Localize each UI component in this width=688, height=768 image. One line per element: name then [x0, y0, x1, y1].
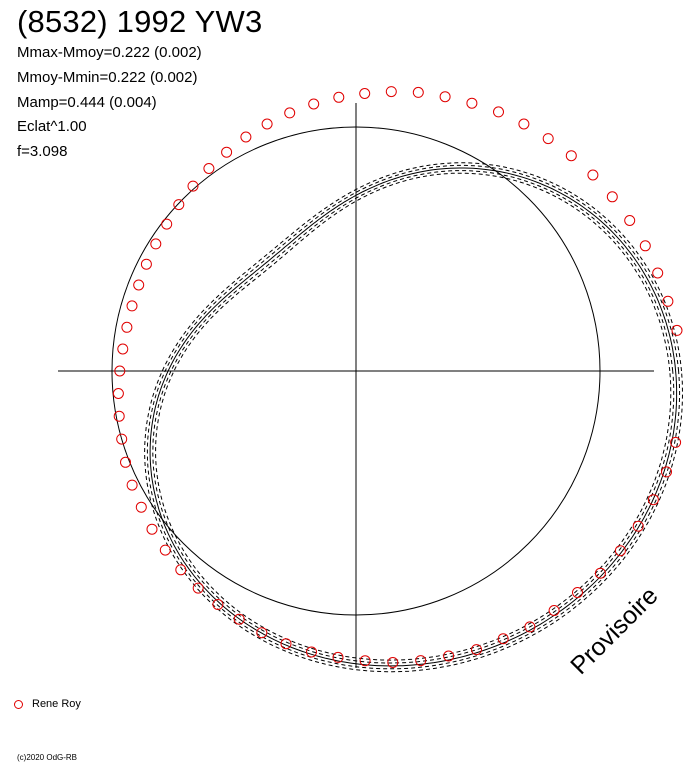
- fit-envelope-curve: [152, 170, 675, 664]
- data-point: [114, 365, 126, 377]
- data-point: [126, 479, 138, 491]
- data-point: [306, 646, 317, 658]
- data-point: [518, 118, 530, 130]
- data-point: [624, 215, 636, 226]
- fit-envelope-curve: [146, 164, 681, 670]
- stat-eclat: Eclat^1.00: [17, 118, 87, 135]
- data-point: [359, 655, 371, 667]
- data-point: [126, 300, 138, 312]
- data-point: [632, 520, 644, 532]
- data-point: [670, 436, 682, 448]
- data-point: [203, 163, 215, 174]
- data-point: [140, 258, 152, 270]
- data-point: [120, 456, 131, 468]
- data-point: [412, 86, 424, 98]
- data-point: [565, 150, 577, 162]
- stat-mmoy-mmin: Mmoy-Mmin=0.222 (0.002): [17, 69, 198, 86]
- data-point: [261, 118, 273, 130]
- copyright-text: (c)2020 OdG-RB: [17, 753, 78, 762]
- data-point: [652, 267, 664, 279]
- data-point: [385, 86, 397, 98]
- data-point: [221, 146, 233, 158]
- data-point: [112, 388, 124, 399]
- data-point: [587, 169, 599, 181]
- legend: Rene Roy: [14, 697, 81, 711]
- data-point: [662, 295, 674, 307]
- data-point: [387, 657, 399, 668]
- data-point: [161, 218, 173, 230]
- data-point: [594, 567, 606, 579]
- data-point: [173, 199, 185, 211]
- data-point: [192, 582, 204, 594]
- data-point: [150, 238, 162, 250]
- data-point: [212, 599, 224, 610]
- data-point: [333, 91, 345, 103]
- data-point: [308, 98, 320, 110]
- data-point: [146, 523, 158, 535]
- data-point: [175, 564, 187, 576]
- data-point: [466, 97, 478, 109]
- fit-curves: [144, 162, 684, 673]
- chart-title: (8532) 1992 YW3: [17, 4, 263, 39]
- legend-marker-icon: [14, 699, 23, 709]
- data-point: [121, 321, 133, 333]
- data-point: [117, 343, 129, 355]
- data-point: [639, 240, 651, 252]
- data-point: [332, 651, 344, 663]
- data-point: [256, 627, 268, 639]
- data-point: [415, 655, 427, 667]
- data-point: [133, 279, 145, 291]
- data-point: [284, 107, 296, 119]
- data-point: [280, 638, 292, 650]
- data-point: [524, 621, 536, 633]
- data-point: [497, 633, 509, 645]
- fit-curve: [149, 167, 678, 667]
- data-point: [240, 131, 252, 143]
- stat-frequency: f=3.098: [17, 143, 68, 160]
- data-point: [572, 587, 583, 598]
- data-point: [233, 613, 245, 625]
- reference-circle: [111, 126, 601, 616]
- data-point: [606, 191, 618, 203]
- data-point: [187, 180, 199, 192]
- data-point: [647, 494, 659, 506]
- data-point: [439, 91, 451, 103]
- stat-mmax-mmoy: Mmax-Mmoy=0.222 (0.002): [17, 44, 202, 61]
- data-point: [159, 544, 171, 556]
- data-points: [112, 86, 683, 668]
- data-point: [661, 466, 672, 478]
- data-point: [542, 133, 554, 145]
- fit-envelope-curve: [144, 162, 684, 673]
- data-point: [671, 324, 683, 336]
- data-point: [116, 433, 128, 445]
- data-point: [113, 410, 125, 422]
- data-point: [614, 545, 626, 557]
- data-point: [443, 650, 455, 662]
- data-point: [135, 501, 147, 513]
- data-point: [548, 605, 560, 616]
- stat-mamp: Mamp=0.444 (0.004): [17, 94, 157, 111]
- data-point: [493, 106, 504, 118]
- data-point: [359, 88, 371, 99]
- legend-label: Rene Roy: [32, 698, 81, 710]
- data-point: [471, 644, 482, 656]
